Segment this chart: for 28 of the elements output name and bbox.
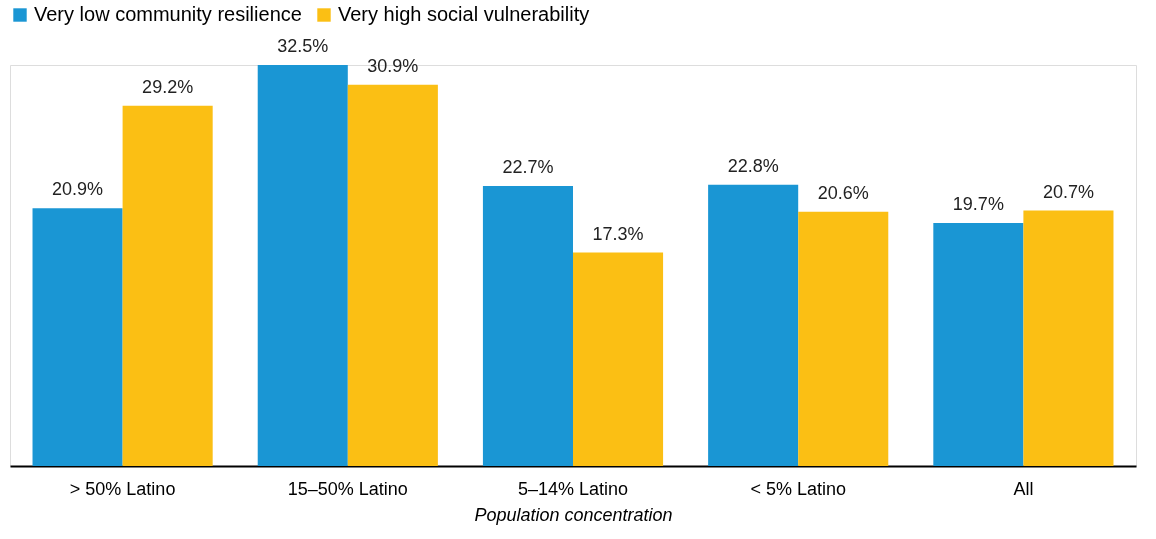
data-label: 22.8% xyxy=(727,155,779,176)
data-label: 20.9% xyxy=(52,179,104,200)
data-label: 32.5% xyxy=(277,36,329,56)
data-label: 19.7% xyxy=(952,193,1004,214)
data-label: 22.7% xyxy=(502,156,554,177)
bar xyxy=(573,252,664,466)
x-tick-label: < 5% Latino xyxy=(750,478,846,499)
data-label: 20.7% xyxy=(1042,181,1094,202)
bar xyxy=(482,185,573,466)
x-tick-label: 15–50% Latino xyxy=(287,478,408,499)
bar xyxy=(347,84,438,466)
data-label: 17.3% xyxy=(592,223,644,244)
x-tick-label: All xyxy=(1013,478,1034,499)
bar xyxy=(708,184,799,466)
bar xyxy=(933,222,1024,466)
bar xyxy=(1023,210,1114,466)
x-axis-title: Population concentration xyxy=(474,504,673,525)
bar xyxy=(798,211,889,466)
x-tick-label: > 50% Latino xyxy=(69,478,176,499)
bar xyxy=(257,65,348,466)
bar xyxy=(32,208,123,466)
data-label: 30.9% xyxy=(367,55,419,76)
x-tick-label: 5–14% Latino xyxy=(517,478,629,499)
legend-label: Very low community resilience xyxy=(34,3,302,25)
data-label: 20.6% xyxy=(817,182,869,203)
legend-label: Very high social vulnerability xyxy=(338,3,590,25)
bar xyxy=(122,105,213,466)
data-label: 29.2% xyxy=(142,76,194,97)
